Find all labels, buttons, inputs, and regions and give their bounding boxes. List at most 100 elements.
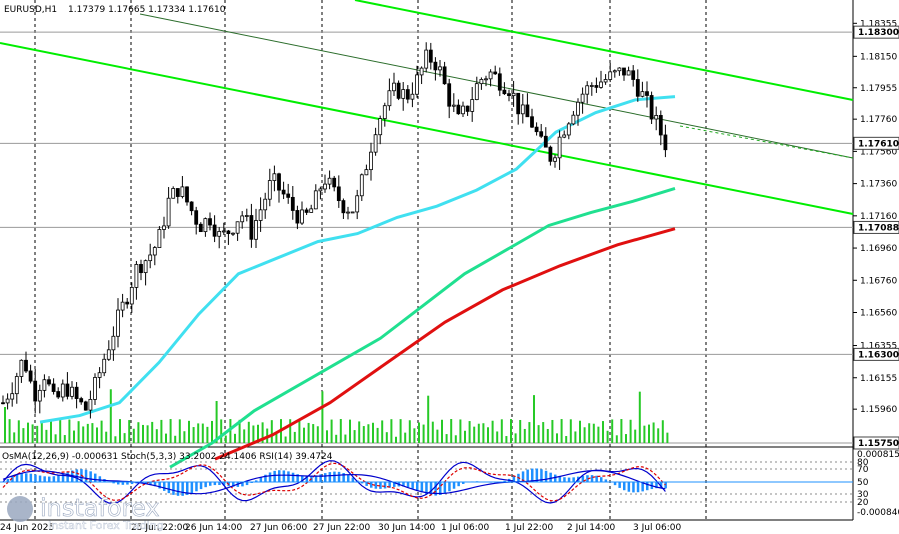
candle-body: [157, 229, 162, 248]
candle-body: [295, 210, 300, 224]
osma-bar: [222, 482, 226, 486]
candle-body: [392, 82, 396, 92]
volume-bar: [192, 427, 195, 443]
price-tick-label: 1.18150: [860, 52, 897, 62]
candle-body: [424, 49, 429, 69]
volume-bar: [510, 419, 512, 443]
volume-bar: [643, 425, 646, 443]
candle-body: [387, 90, 392, 107]
volume-bar: [422, 424, 425, 443]
candle-body: [125, 301, 130, 305]
candle-body: [19, 359, 24, 377]
candle-body: [37, 389, 42, 402]
candle-body: [10, 393, 15, 400]
volume-bar: [602, 421, 604, 443]
candle-body: [359, 174, 364, 197]
volume-bar: [353, 430, 356, 443]
osma-bar: [531, 468, 534, 482]
volume-bar: [579, 420, 581, 443]
osma-bar: [590, 475, 594, 482]
candle-body: [617, 67, 622, 72]
candle-body: [102, 358, 107, 374]
volume-bar: [123, 433, 126, 443]
osma-bar: [199, 482, 203, 490]
volume-bar: [523, 428, 526, 443]
candle-body: [502, 89, 507, 95]
volume-bar: [441, 419, 443, 443]
candle-body: [497, 73, 502, 91]
volume-bar: [372, 422, 374, 443]
price-tick-label: 1.16960: [860, 244, 897, 254]
volume-bar: [188, 420, 190, 443]
candle-body: [120, 301, 125, 311]
candlesticks[interactable]: [1, 42, 668, 419]
candle-body: [129, 286, 134, 305]
volume-bar: [59, 419, 62, 443]
volume-bar: [316, 426, 319, 443]
osma-bar: [287, 471, 290, 482]
osma-bar: [144, 482, 148, 484]
candle-body: [14, 376, 19, 395]
volume-bar: [114, 436, 117, 443]
osma-bar: [255, 480, 258, 482]
symbol-label: EURUSD,H1: [4, 5, 57, 15]
osma-bar: [535, 468, 539, 482]
candle-body: [240, 215, 245, 223]
volume-bar: [183, 431, 186, 443]
volume-bar: [215, 401, 218, 443]
candle-body: [203, 218, 208, 233]
candle-body: [1, 402, 5, 405]
volume-bar: [546, 428, 549, 443]
volume-bar: [464, 430, 466, 443]
volume-bar: [362, 426, 365, 443]
level-label: 1.15750: [858, 439, 899, 449]
channel-mid-extension: [679, 125, 854, 159]
candle-body: [189, 201, 194, 212]
volume-bar: [63, 435, 66, 443]
chart-grid: [0, 0, 854, 521]
level-label: 1.16300: [858, 350, 899, 360]
level-label: 1.17610: [858, 139, 899, 149]
osma-bar: [613, 482, 617, 486]
candle-body: [488, 71, 493, 80]
price-axis: 1.18355 1.18150 1.17955 1.17760 1.17560 1.173…: [853, 19, 899, 450]
time-label: 25 Jun 22:00: [131, 523, 188, 533]
volume-bar: [307, 422, 310, 443]
logo-tagline: Instant Forex Trading: [48, 519, 164, 532]
volume-bar: [36, 425, 39, 443]
volume-bar: [367, 424, 370, 443]
osma-bar: [84, 469, 88, 482]
osma-bar: [176, 482, 180, 496]
time-label: 30 Jun 14:00: [378, 523, 435, 533]
channel-upper-line: [354, 0, 854, 101]
candle-body: [571, 114, 576, 125]
candle-body: [580, 93, 585, 103]
osma-bar: [314, 475, 318, 482]
candle-body: [88, 399, 93, 411]
candle-body: [599, 81, 603, 88]
osma-bar: [540, 469, 543, 482]
candle-body: [70, 386, 74, 397]
volume-bar: [638, 391, 641, 443]
level-label-box: [853, 436, 899, 450]
candle-body: [254, 220, 258, 240]
volume-bar: [326, 430, 328, 443]
volume-bar: [298, 420, 301, 443]
candle-body: [185, 186, 189, 203]
candle-body: [479, 79, 484, 85]
volume-bar: [201, 423, 204, 443]
candle-body: [97, 372, 102, 378]
osma-bar: [204, 482, 207, 488]
osma-bar: [655, 482, 658, 489]
candle-body: [511, 92, 516, 97]
volume-bar: [592, 423, 595, 443]
candle-body: [212, 224, 217, 237]
volume-bar: [615, 435, 618, 443]
candle-body: [244, 215, 249, 217]
volume-bar: [473, 426, 476, 443]
osma-bar: [457, 482, 460, 487]
volume-bar: [261, 422, 264, 443]
volume-bar: [86, 423, 89, 443]
volume-bar: [13, 432, 16, 443]
